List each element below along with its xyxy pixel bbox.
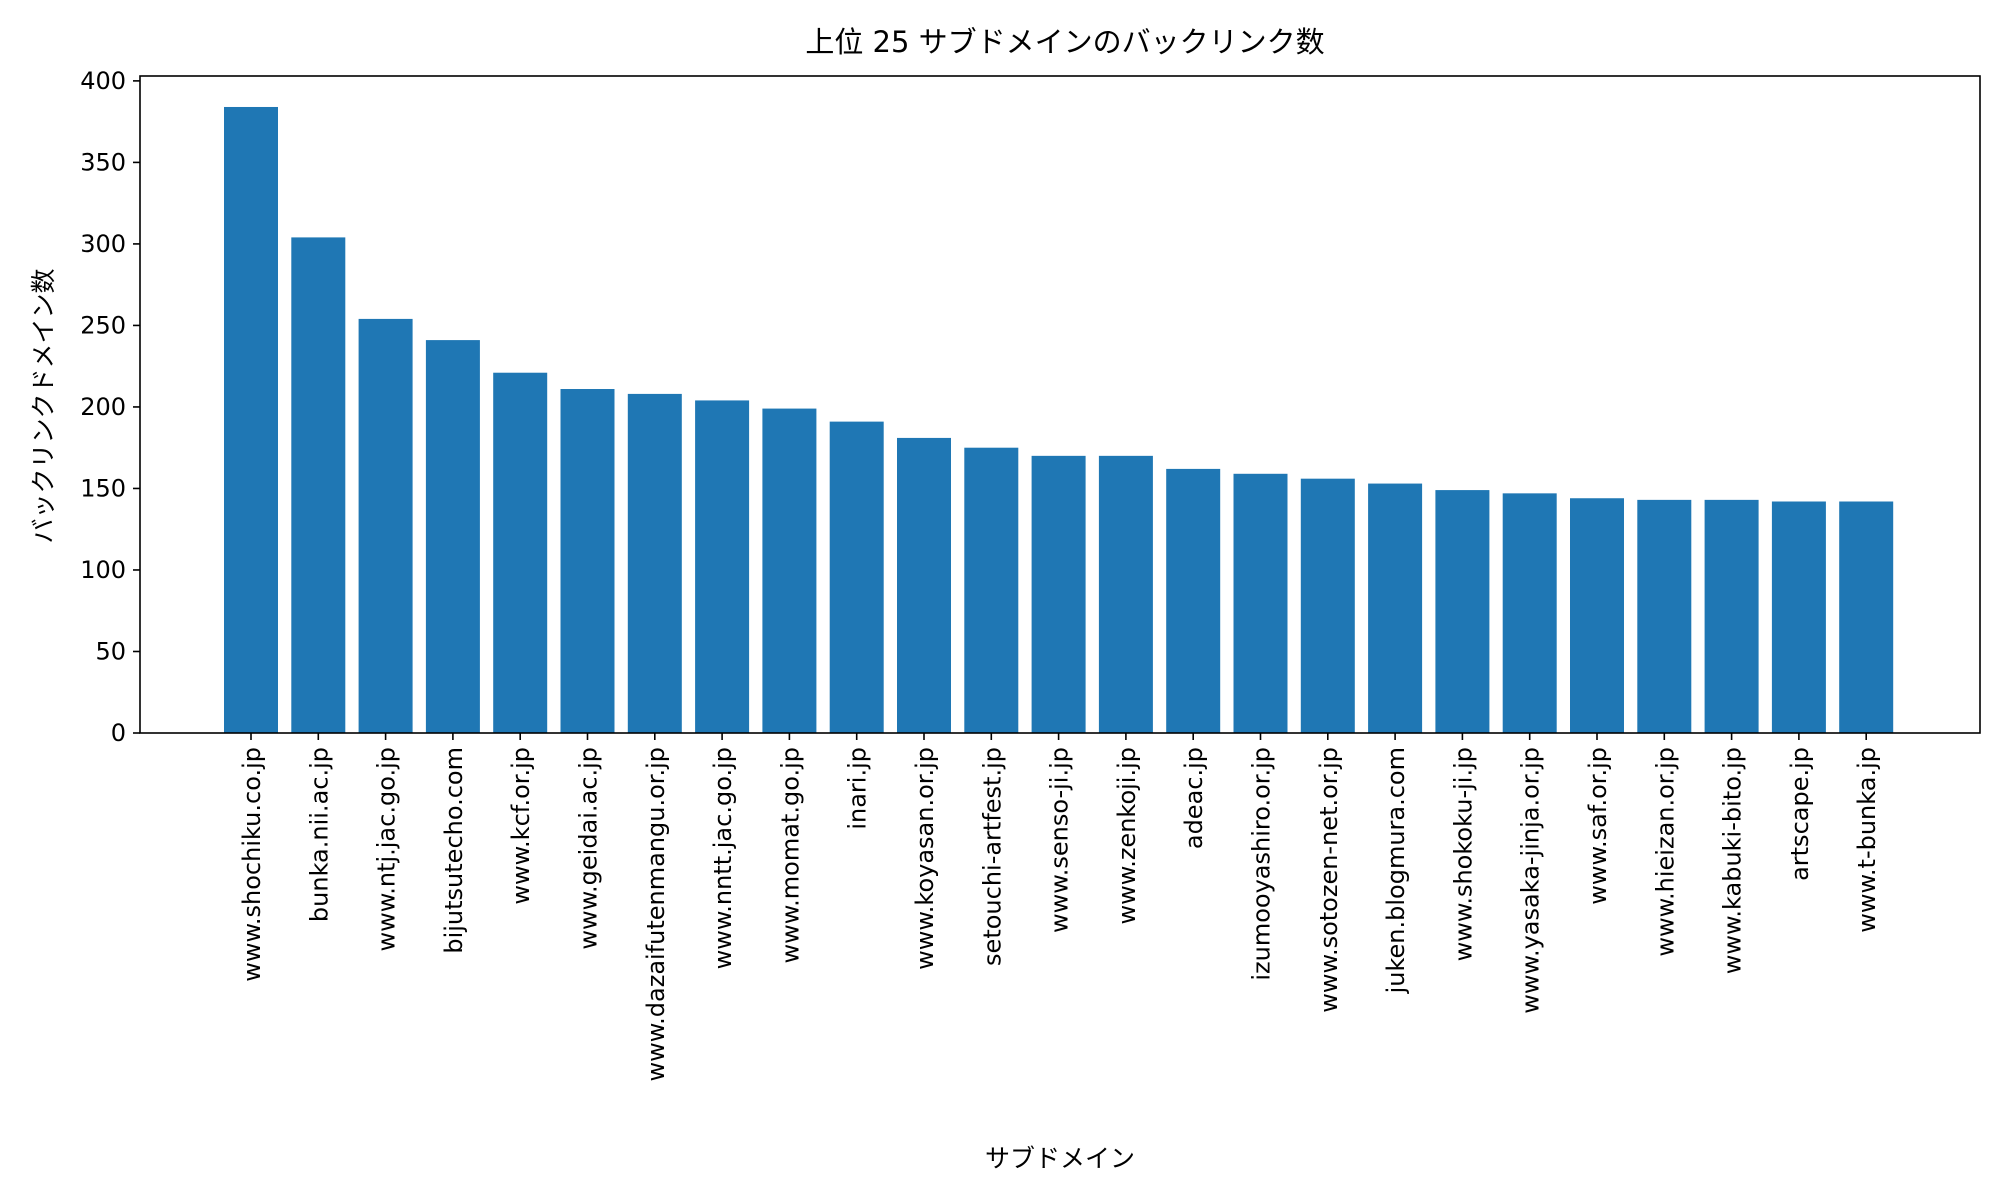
x-tick-label: www.ntj.jac.go.jp	[373, 747, 401, 951]
y-tick-label: 350	[80, 148, 126, 176]
x-tick-label: www.kcf.or.jp	[507, 747, 535, 905]
x-tick-label: www.nntt.jac.go.jp	[709, 747, 737, 969]
x-axis-label: サブドメイン	[985, 1144, 1135, 1173]
bar	[627, 393, 682, 733]
y-tick-label: 200	[80, 393, 126, 421]
x-tick-label: www.shochiku.co.jp	[238, 747, 266, 982]
bar	[1300, 478, 1355, 733]
y-axis: 0 50 100 150 200 250 300 350 400	[80, 67, 140, 747]
x-tick-label: setouchi-artfest.jp	[978, 747, 1006, 966]
bar	[964, 447, 1019, 733]
bar	[762, 408, 817, 733]
chart-title: 上位 25 サブドメインのバックリンク数	[805, 25, 1324, 59]
x-tick-label: www.momat.go.jp	[776, 747, 804, 964]
bar	[425, 340, 480, 733]
bar	[1502, 493, 1557, 733]
bar	[1435, 490, 1490, 733]
bar	[829, 421, 884, 733]
x-axis: www.shochiku.co.jp bunka.nii.ac.jp www.ntj…	[238, 733, 1881, 1082]
bar	[1704, 499, 1759, 733]
x-tick-label: www.saf.or.jp	[1584, 747, 1612, 905]
x-tick-label: www.koyasan.or.jp	[911, 747, 939, 970]
bar	[358, 318, 413, 733]
bar	[1098, 455, 1153, 733]
x-tick-label: www.sotozen-net.or.jp	[1315, 747, 1343, 1013]
x-tick-label: juken.blogmura.com	[1382, 747, 1410, 994]
x-tick-label: www.dazaifutenmangu.or.jp	[642, 747, 670, 1082]
x-tick-label: www.zenkoji.jp	[1113, 747, 1141, 924]
x-tick-label: www.yasaka-jinja.or.jp	[1517, 747, 1545, 1014]
x-tick-label: izumooyashiro.or.jp	[1248, 747, 1276, 981]
x-tick-label: www.kabuki-bito.jp	[1719, 747, 1747, 974]
y-tick-label: 400	[80, 67, 126, 95]
y-tick-label: 250	[80, 311, 126, 339]
bar	[560, 389, 615, 733]
bar	[1771, 501, 1826, 733]
y-tick-label: 300	[80, 230, 126, 258]
bar	[897, 437, 951, 733]
x-tick-label: artscape.jp	[1786, 747, 1814, 881]
bar	[291, 237, 346, 733]
bar	[493, 372, 548, 733]
y-axis-label: バックリンクドメイン数	[29, 268, 58, 543]
bars-group	[224, 106, 1894, 734]
x-tick-label: bijutsutecho.com	[440, 747, 468, 954]
bar	[1368, 483, 1423, 733]
plot-frame	[139, 75, 1981, 734]
x-tick-label: www.geidai.ac.jp	[575, 747, 603, 950]
x-tick-label: www.shokoku-ji.jp	[1449, 747, 1477, 961]
bar	[1570, 498, 1624, 733]
bar	[1031, 455, 1086, 733]
bar	[695, 400, 750, 733]
x-tick-label: www.senso-ji.jp	[1046, 747, 1074, 933]
bar	[1839, 501, 1894, 733]
x-tick-label: bunka.nii.ac.jp	[305, 747, 333, 922]
y-tick-label: 50	[95, 637, 126, 665]
x-tick-label: www.t-bunka.jp	[1853, 747, 1881, 933]
y-tick-label: 0	[111, 719, 126, 747]
bar	[1166, 468, 1221, 733]
x-tick-label: inari.jp	[844, 747, 872, 830]
y-tick-label: 100	[80, 556, 126, 584]
y-tick-label: 150	[80, 474, 126, 502]
bar	[224, 106, 278, 734]
bar	[1637, 499, 1692, 733]
x-tick-label: www.hieizan.or.jp	[1651, 747, 1679, 957]
x-tick-label: adeac.jp	[1180, 747, 1208, 849]
bar	[1233, 473, 1288, 733]
